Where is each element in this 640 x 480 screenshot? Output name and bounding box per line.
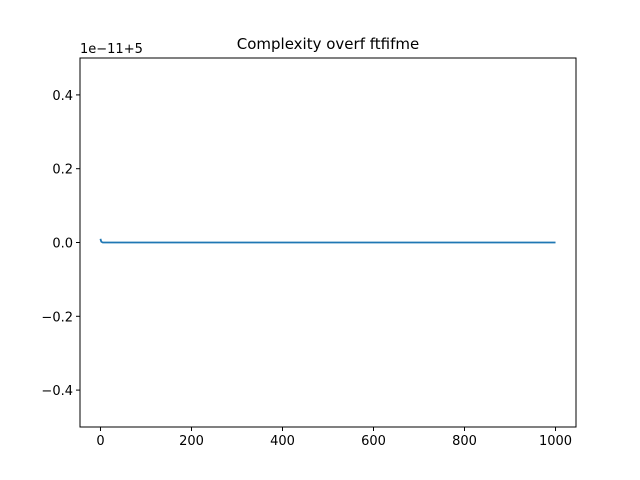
x-tick-label: 600 [361, 434, 386, 449]
x-tick-label: 200 [179, 434, 204, 449]
x-tick-label: 800 [452, 434, 477, 449]
y-tick-label: 0.2 [52, 163, 73, 178]
x-tick-label: 0 [96, 434, 104, 449]
chart-title: Complexity overf ftfifme [237, 35, 419, 53]
y-tick-label: 0.4 [52, 89, 73, 104]
y-offset-text: 1e−11+5 [80, 42, 143, 57]
x-tick-label: 400 [270, 434, 295, 449]
plot-area [99, 238, 556, 244]
y-tick-label: 0.0 [52, 237, 73, 252]
y-tick-label: −0.4 [41, 384, 73, 399]
axes-frame [79, 57, 577, 428]
x-tick-label: 1000 [539, 434, 572, 449]
series-line-0 [99, 238, 556, 244]
y-tick-label: −0.2 [41, 310, 73, 325]
axis-ticks: 0 200 400 600 800 1000 0.4 0.2 0.0 −0.2 −0.4 [41, 89, 572, 449]
